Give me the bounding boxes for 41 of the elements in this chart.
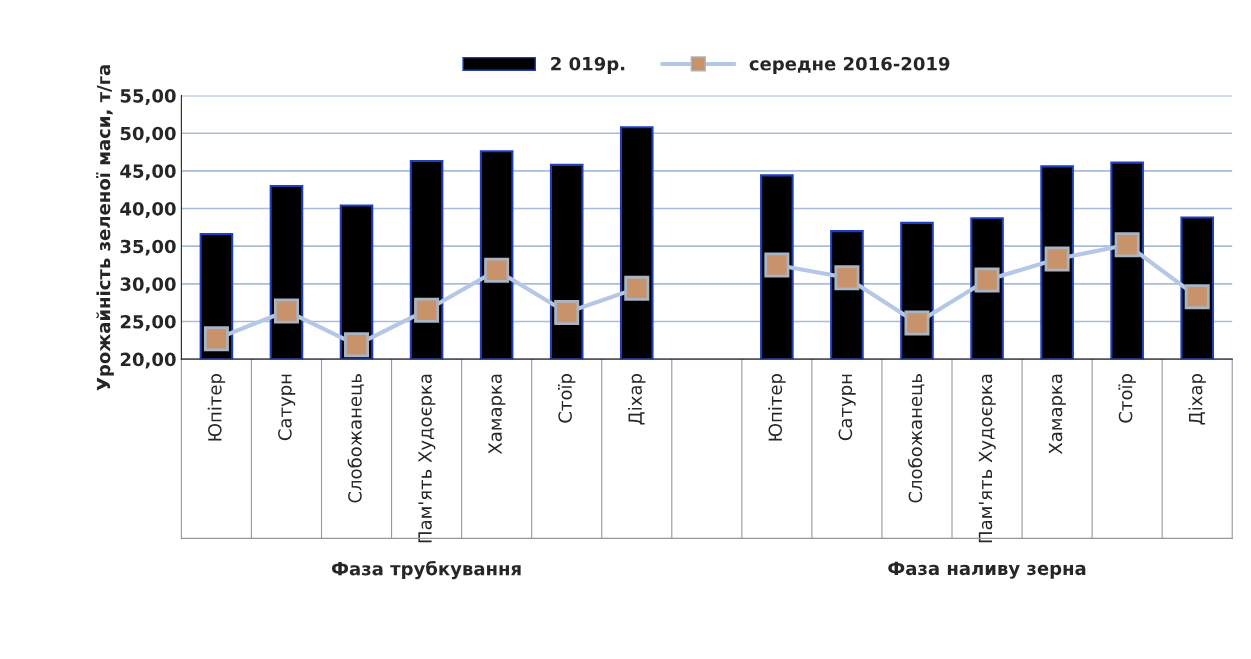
point: [1184, 284, 1210, 310]
point: [974, 267, 1000, 293]
x-tick-label: Слобожанець: [347, 374, 365, 503]
x-tick-label: Юпітер: [207, 374, 226, 441]
y-tick-label: 25,00: [120, 314, 176, 331]
x-tick-label: Слобожанець: [907, 374, 925, 503]
y-tick-label: 55,00: [120, 89, 176, 105]
point: [203, 326, 229, 352]
legend-label: середне 2016-2019: [749, 56, 950, 75]
point: [834, 265, 860, 291]
x-tick-label: Юпітер: [768, 374, 786, 441]
x-tick-label: Стоїр: [1118, 374, 1136, 423]
x-tick-label: Сатурн: [838, 374, 856, 441]
text: Фаза наливу зерна: [888, 561, 1086, 579]
x-tick-label: Пам'ять Худоєрка: [418, 374, 436, 543]
point: [414, 297, 440, 323]
point: [344, 332, 370, 358]
point: [764, 252, 790, 278]
x-tick-label: Хамарка: [488, 374, 506, 455]
point: [904, 310, 930, 336]
x-tick-label: Хамарка: [1048, 374, 1066, 455]
x-tick-label: Пам'ять Худоєрка: [978, 374, 996, 543]
x-tick-label: Сатурн: [278, 374, 296, 441]
point: [1114, 232, 1140, 258]
y-tick-label: 50,00: [120, 126, 176, 143]
x-tick-label: Стоїр: [558, 374, 576, 423]
y-axis-title: Урожайність зеленої маси, т/га: [96, 65, 114, 391]
point: [484, 257, 510, 283]
text: Фаза трубкування: [331, 560, 521, 580]
point: [554, 299, 580, 325]
point: [273, 298, 299, 324]
y-tick-label: 35,00: [120, 239, 176, 256]
point: [624, 275, 650, 301]
y-tick-label: 20,00: [120, 352, 176, 369]
x-tick-label: Діхар: [1188, 374, 1206, 425]
y-tick-label: 45,00: [120, 164, 176, 181]
legend-label: 2 019р.: [551, 56, 625, 75]
y-tick-label: 30,00: [120, 277, 176, 294]
point: [1044, 246, 1070, 272]
x-tick-label: Діхар: [628, 374, 646, 425]
y-tick-label: 40,00: [120, 201, 176, 218]
